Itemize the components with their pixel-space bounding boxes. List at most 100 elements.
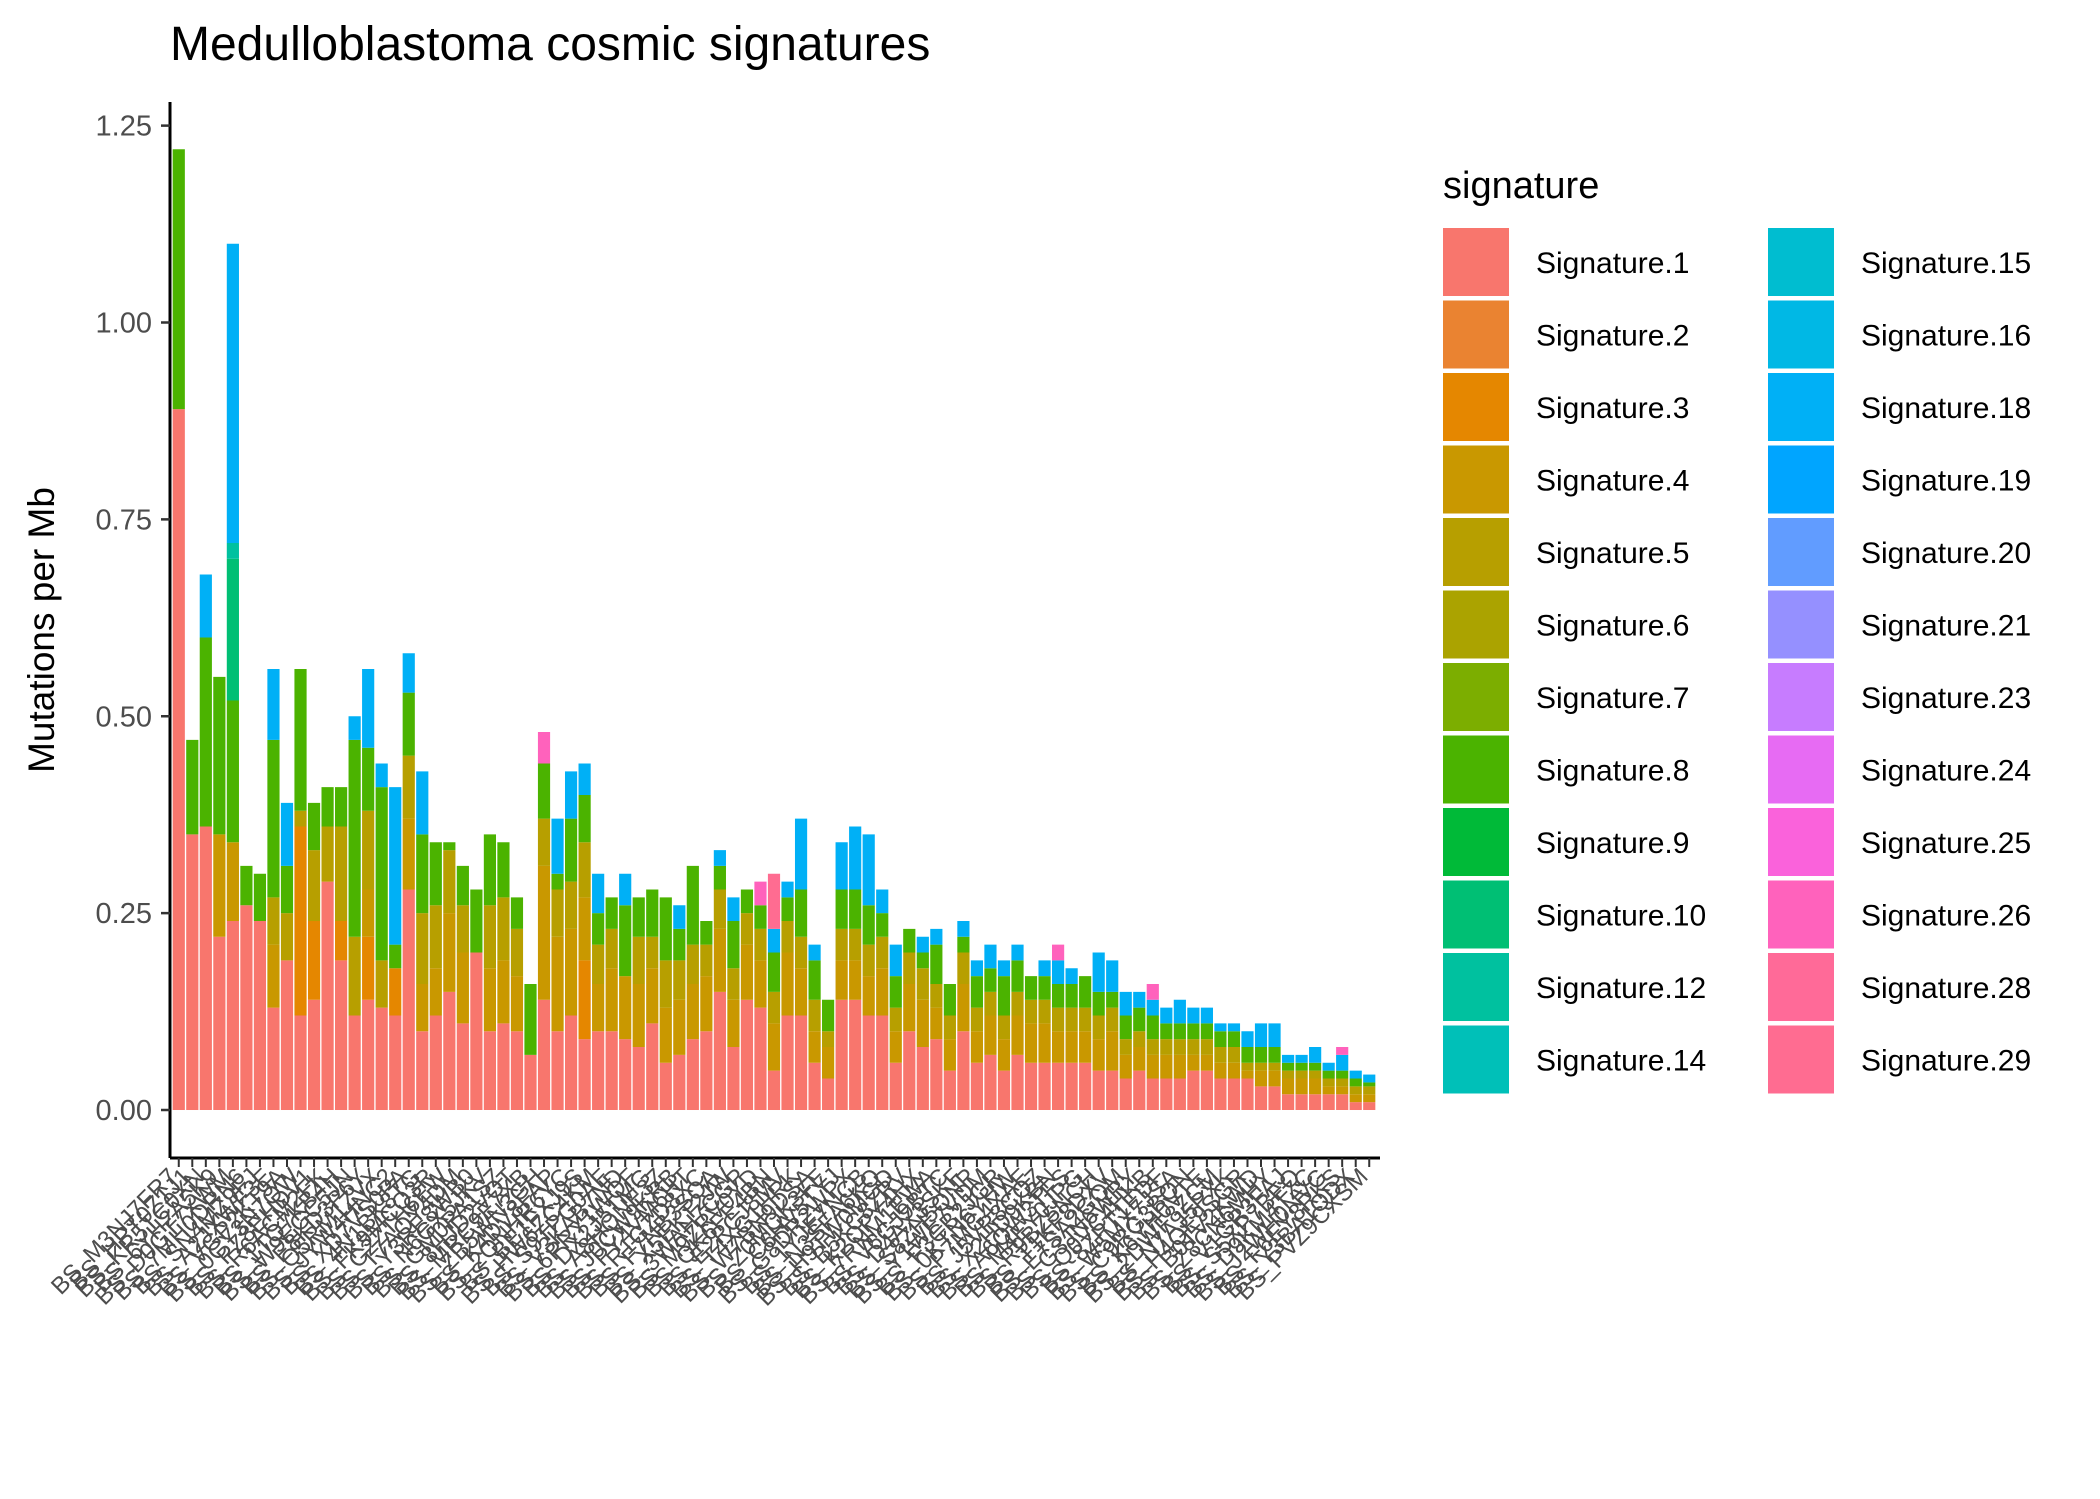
bar-segment	[551, 889, 564, 937]
bar-segment	[957, 921, 970, 937]
bar-segment	[186, 834, 199, 1111]
bar-segment	[646, 1023, 659, 1111]
bar-segment	[335, 787, 348, 827]
legend-label: Signature.10	[1536, 900, 1706, 933]
bar-segment	[1241, 1062, 1254, 1071]
bar-segment	[1052, 984, 1065, 1008]
bar-segment	[280, 802, 294, 866]
bar-segment	[362, 810, 375, 890]
bar-segment	[578, 960, 591, 1040]
bar-segment	[1336, 1047, 1349, 1055]
bar-segment	[1160, 1023, 1173, 1040]
bar-segment	[267, 739, 280, 898]
bar-segment	[930, 1007, 943, 1040]
bar-segment	[253, 873, 267, 921]
legend-key	[1443, 1025, 1509, 1094]
bar-segment	[1092, 1015, 1105, 1040]
y-tick-label: 0.00	[96, 1095, 152, 1127]
bar-segment	[903, 928, 916, 953]
bar-segment	[1281, 1070, 1295, 1079]
bar-segment	[1254, 1070, 1268, 1087]
bar-segment	[551, 936, 564, 1032]
bar-segment	[456, 952, 469, 1024]
bar-segment	[483, 834, 496, 906]
bar-segment	[321, 881, 334, 1111]
bar-segment	[1268, 1023, 1281, 1048]
bar-segment	[1173, 1078, 1186, 1110]
bar-segment	[1227, 1062, 1241, 1079]
legend-item: Signature.18	[1768, 373, 2031, 441]
legend: signature Signature.1Signature.2Signatur…	[1443, 165, 2031, 1094]
bar-segment	[1106, 960, 1119, 992]
bar-segment	[916, 936, 929, 953]
bar-segment	[402, 755, 415, 819]
bar-segment	[1065, 1031, 1078, 1063]
bar-segment	[673, 905, 686, 929]
bar-segment	[1173, 1039, 1186, 1055]
bar-segment	[429, 968, 442, 1016]
bar-segment	[713, 928, 726, 992]
x-axis: BS_M3NJ7FR7BS_HPT0Z1J1BS_KR5TC0XNBS_6YH2…	[46, 1156, 1380, 1311]
bar-segment	[416, 1031, 429, 1110]
bar-segment	[1295, 1054, 1308, 1063]
bar-segment	[1200, 1070, 1213, 1111]
legend-label: Signature.28	[1861, 972, 2031, 1005]
bar-segment	[673, 1054, 686, 1111]
bar-segment	[740, 999, 754, 1110]
bar-segment	[497, 897, 510, 961]
bar-segment	[1336, 1086, 1349, 1095]
legend-key	[1443, 663, 1509, 731]
bar-segment	[781, 1015, 794, 1110]
bar-segment	[794, 889, 808, 937]
bar-segment	[280, 960, 294, 1111]
bar-segment	[267, 897, 280, 945]
bar-segment	[862, 944, 875, 977]
bar-segment	[970, 976, 984, 1008]
bar-segment	[321, 787, 334, 827]
bar-segment	[321, 826, 334, 882]
bar-segment	[1024, 1062, 1038, 1110]
bar-segment	[686, 944, 699, 985]
bar-segment	[930, 944, 943, 985]
bar-segment	[578, 897, 591, 961]
bar-segment	[1214, 1047, 1227, 1063]
bar-segment	[849, 889, 862, 929]
bar-segment	[727, 921, 740, 969]
legend-key	[1443, 373, 1509, 441]
bar-segment	[930, 1039, 943, 1111]
legend-item: Signature.8	[1443, 735, 1689, 804]
bar-segment	[997, 976, 1011, 1016]
legend-label: Signature.21	[1861, 610, 2031, 643]
legend-key	[1768, 518, 1834, 586]
legend-item: Signature.29	[1768, 1025, 2031, 1094]
bar-segment	[1241, 1070, 1254, 1079]
bar-segment	[226, 921, 239, 1110]
bar-segment	[713, 865, 726, 890]
bar-segment	[876, 936, 889, 969]
bar-segment	[916, 999, 929, 1047]
bar-segment	[1119, 1039, 1132, 1055]
bar-segment	[1052, 944, 1065, 961]
bar-segment	[1079, 1007, 1092, 1032]
bar-segment	[1254, 1047, 1268, 1063]
legend-item: Signature.7	[1443, 663, 1689, 731]
bar-segment	[767, 952, 781, 992]
bar-segment	[226, 243, 239, 543]
legend-label: Signature.29	[1861, 1045, 2031, 1078]
bar-segment	[1214, 1062, 1227, 1079]
bar-segment	[510, 897, 524, 929]
bar-segment	[592, 984, 605, 1032]
bar-segment	[348, 1015, 361, 1110]
bar-segment	[294, 826, 307, 1016]
bar-segment	[172, 149, 185, 410]
legend-label: Signature.14	[1536, 1045, 1706, 1078]
bar-segment	[1309, 1047, 1322, 1063]
bar-segment	[1295, 1094, 1308, 1110]
bar-segment	[213, 676, 226, 835]
bar-segment	[1092, 991, 1105, 1016]
bar-segment	[1011, 960, 1024, 992]
bar-segment	[1227, 1047, 1241, 1063]
bar-segment	[497, 1023, 510, 1111]
chart-title: Medulloblastoma cosmic signatures	[170, 18, 930, 71]
